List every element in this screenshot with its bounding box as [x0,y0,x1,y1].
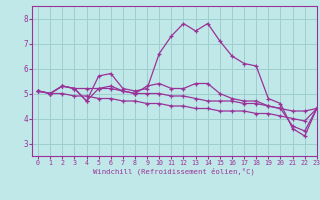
X-axis label: Windchill (Refroidissement éolien,°C): Windchill (Refroidissement éolien,°C) [93,168,255,175]
